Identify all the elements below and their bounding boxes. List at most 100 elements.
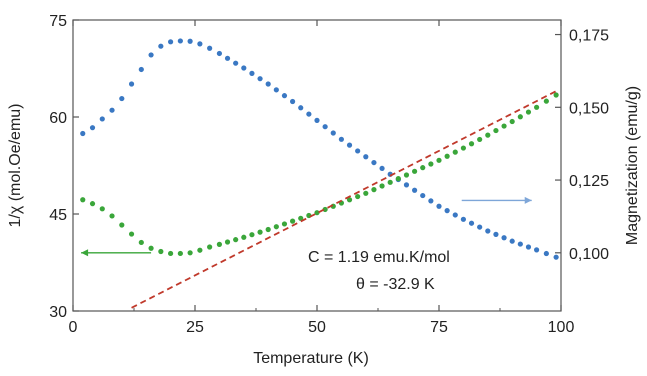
x-tick-label: 0 [69,319,78,336]
inverse-susceptibility-point [207,244,213,250]
inverse-susceptibility-point [371,187,377,193]
y-left-axis-title: 1/χ (mol.Oe/emu) [7,104,24,228]
magnetization-point [543,250,549,257]
inverse-susceptibility-point [493,127,499,134]
inverse-susceptibility-point [403,172,410,178]
arrow-head [81,249,89,257]
magnetization-point [109,107,115,113]
inverse-susceptibility-point [509,118,515,125]
inverse-susceptibility-point [525,109,532,115]
axes-group [72,19,562,312]
magnetization-point [452,212,458,218]
inverse-susceptibility-point [241,234,247,240]
magnetization-point [517,241,523,247]
magnetization-point [553,254,559,260]
inverse-susceptibility-point [273,224,279,230]
inverse-susceptibility-point [249,232,255,238]
y-right-tick-label: 0,125 [569,173,609,190]
inverse-susceptibility-point [428,161,434,167]
inverse-susceptibility-point [177,250,183,257]
magnetization-point [363,154,369,160]
magnetization-point [412,187,418,193]
inverse-susceptibility-point [379,183,385,189]
x-tick-label: 50 [308,319,326,336]
inverse-susceptibility-point [216,241,222,247]
magnetization-point [330,130,336,136]
inverse-susceptibility-point [197,247,203,253]
arrow-head [524,196,532,204]
inverse-susceptibility-point [363,190,369,196]
inverse-susceptibility-point [109,213,115,219]
inverse-susceptibility-point [80,197,86,203]
inverse-susceptibility-point [501,123,507,129]
magnetization-point [99,116,105,122]
magnetization-point [355,148,361,154]
inverse-susceptibility-point [355,193,361,200]
inverse-susceptibility-point [89,201,96,207]
magnetization-point [501,235,507,241]
magnetization-point [306,111,312,117]
inverse-susceptibility-point [387,179,393,185]
inverse-susceptibility-point [298,215,304,221]
magnetization-point [80,130,86,137]
inverse-susceptibility-point [168,250,174,257]
magnetization-point [338,136,344,142]
magnetization-point [477,224,483,230]
y-left-tick-label: 45 [49,207,67,224]
magnetization-point [119,95,125,102]
annotation-weiss-temperature: θ = -32.9 K [356,276,435,293]
inverse-susceptibility-point [233,237,239,243]
inverse-susceptibility-point [314,210,320,216]
plot-frame [72,19,562,312]
inverse-susceptibility-point [138,239,144,246]
inverse-susceptibility-point [290,218,296,224]
inverse-susceptibility-point [543,98,549,104]
inverse-susceptibility-point [257,229,263,235]
inverse-susceptibility-point [420,165,426,171]
inverse-susceptibility-point [452,149,458,155]
inverse-susceptibility-point [224,239,231,245]
magnetization-point [177,38,183,44]
magnetization-point [485,228,491,234]
y-left-tick-label: 75 [49,13,67,30]
inverse-susceptibility-point [468,141,475,147]
magnetization-point [168,39,174,45]
inverse-susceptibility-point [346,197,353,203]
inverse-susceptibility-point [99,206,105,212]
magnetization-point [493,231,499,237]
magnetization-point [257,76,263,82]
inverse-susceptibility-point [517,114,523,120]
magnetization-point [148,52,154,58]
y-right-tick-label: 0,175 [569,28,609,45]
inverse-susceptibility-point [119,222,125,228]
magnetization-point [428,198,434,204]
inverse-susceptibility-point [444,153,450,159]
inverse-susceptibility-point [436,157,442,163]
inverse-susceptibility-point [412,168,418,174]
x-tick-label: 100 [548,319,575,336]
magnetization-point [197,41,203,47]
marks-group [80,38,559,309]
y-right-tick-label: 0,150 [569,100,609,117]
y-left-tick-label: 60 [49,110,67,127]
inverse-susceptibility-point [395,176,401,182]
magnetization-point [265,81,271,87]
inverse-susceptibility-point [322,206,328,213]
magnetization-point [525,244,532,250]
inverse-susceptibility-point [477,136,483,143]
magnetization-point [314,117,320,123]
inverse-susceptibility-point [128,231,135,237]
magnetization-point [89,125,96,131]
inverse-susceptibility-point [485,132,491,138]
magnetization-point [379,165,385,172]
magnetization-point [249,70,255,76]
magnetization-point [322,124,328,130]
magnetization-point [420,192,426,199]
magnetization-point [290,98,296,105]
x-axis-title: Temperature (K) [253,350,369,367]
x-tick-label: 25 [186,319,204,336]
y-left-tick-label: 30 [49,304,67,321]
magnetization-point [216,50,222,57]
inverse-susceptibility-point [265,226,271,233]
x-tick-label: 75 [430,319,448,336]
